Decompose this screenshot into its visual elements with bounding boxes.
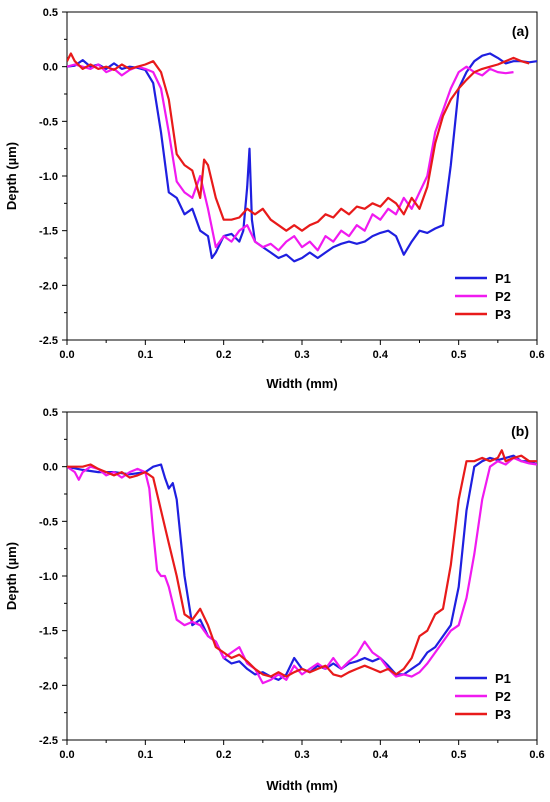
legend-label-p3: P3: [495, 707, 511, 722]
x-tick-label: 0.5: [451, 749, 466, 761]
legend-label-p1: P1: [495, 671, 511, 686]
y-tick-label: -1.5: [39, 226, 58, 238]
x-tick-label: 0.1: [138, 749, 153, 761]
y-tick-label: -2.5: [39, 735, 58, 747]
x-tick-label: 0.3: [294, 349, 309, 361]
x-tick-label: 0.6: [529, 349, 544, 361]
legend-label-p2: P2: [495, 689, 511, 704]
chart-panel-b: 0.0 0.1 0.2 0.3 0.4 0.5 0.6 0.5 0.0 -0.5 -1.0 -1.5 -…: [4, 407, 545, 793]
legend-label-p2: P2: [495, 289, 511, 304]
panel-label: (a): [512, 23, 529, 39]
y-tick-label: 0.0: [43, 462, 58, 474]
panel-label: (b): [511, 423, 529, 439]
series-line-p2: [67, 456, 537, 685]
y-tick-label: -1.0: [39, 171, 58, 183]
x-axis-title: Width (mm): [266, 778, 337, 793]
plot-frame: [66, 11, 538, 341]
y-tick-label: 0.5: [43, 407, 58, 419]
y-tick-label: -1.0: [39, 571, 58, 583]
series-line-p1: [67, 454, 537, 681]
chart-panel-a: 0.0 0.1 0.2 0.3 0.4 0.5 0.6 0.5 0.0 -0.5 -1.0 -1.5 -…: [4, 7, 545, 391]
y-tick-label: -2.0: [39, 680, 58, 692]
x-tick-label: 0.4: [373, 749, 389, 761]
y-axis-title: Depth (µm): [4, 142, 19, 210]
series-line-p3: [67, 449, 537, 678]
y-tick-label: 0.0: [43, 62, 58, 74]
x-tick-label: 0.6: [529, 749, 544, 761]
series-line-p2: [67, 63, 514, 252]
legend-label-p3: P3: [495, 307, 511, 322]
legend-label-p1: P1: [495, 271, 511, 286]
y-tick-label: 0.5: [43, 7, 58, 19]
x-tick-label: 0.2: [216, 349, 231, 361]
y-tick-label: -2.0: [39, 280, 58, 292]
x-axis-title: Width (mm): [266, 376, 337, 391]
x-tick-label: 0.3: [294, 749, 309, 761]
y-axis-title: Depth (µm): [4, 542, 19, 610]
x-tick-label: 0.5: [451, 349, 466, 361]
x-tick-label: 0.2: [216, 749, 231, 761]
x-tick-label: 0.0: [59, 749, 74, 761]
series-line-p1: [67, 52, 537, 263]
x-tick-label: 0.1: [138, 349, 153, 361]
y-tick-label: -2.5: [39, 335, 58, 347]
x-tick-label: 0.4: [373, 349, 389, 361]
y-tick-label: -0.5: [39, 516, 58, 528]
y-tick-label: -1.5: [39, 626, 58, 638]
series-line-p3: [67, 52, 530, 232]
y-tick-label: -0.5: [39, 116, 58, 128]
x-tick-label: 0.0: [59, 349, 74, 361]
